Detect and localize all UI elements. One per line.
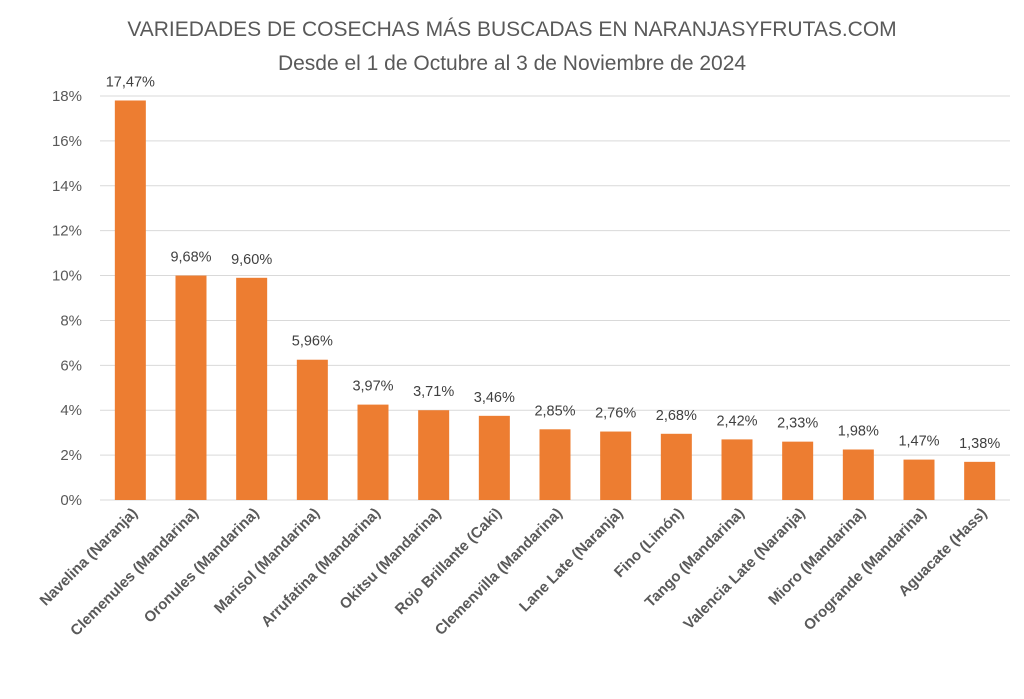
- data-label: 3,97%: [352, 379, 393, 395]
- data-label: 2,33%: [777, 416, 818, 432]
- y-tick-label: 6%: [60, 357, 82, 374]
- x-tick-label: Oronules (Mandarina): [141, 505, 263, 627]
- bar: [357, 404, 389, 500]
- data-label: 1,98%: [838, 424, 879, 440]
- chart-title: VARIEDADES DE COSECHAS MÁS BUSCADAS EN N…: [127, 18, 896, 41]
- x-tick-label: Orogrande (Mandarina): [801, 505, 930, 634]
- x-tick-label: Marisol (Mandarina): [211, 505, 323, 617]
- data-label: 2,85%: [534, 403, 575, 419]
- bar: [721, 439, 753, 500]
- bar: [600, 431, 632, 500]
- data-label: 9,68%: [170, 250, 211, 266]
- bar: [478, 415, 510, 500]
- y-tick-label: 4%: [60, 402, 82, 419]
- x-tick-label: Valencia Late (Naranja): [680, 505, 808, 633]
- bar: [175, 275, 207, 500]
- x-tick-label: Okitsu (Mandarina): [336, 505, 444, 613]
- bar: [296, 359, 328, 500]
- y-tick-label: 8%: [60, 312, 82, 329]
- y-tick-label: 0%: [60, 492, 82, 509]
- x-tick-label: Rojo Brillante (Caki): [392, 505, 505, 618]
- x-tick-label: Tango (Mandarina): [642, 505, 748, 611]
- y-tick-label: 18%: [52, 88, 82, 105]
- x-tick-label: Navelina (Naranja): [37, 505, 142, 610]
- x-tick-label: Clemenules (Mandarina): [67, 505, 202, 640]
- data-label: 1,38%: [959, 436, 1000, 452]
- y-tick-label: 16%: [52, 133, 82, 150]
- bar: [903, 459, 935, 500]
- data-label: 1,47%: [898, 434, 939, 450]
- bar: [660, 433, 692, 500]
- x-tick-label: Arrufatina (Mandarina): [258, 505, 384, 631]
- chart-subtitle: Desde el 1 de Octubre al 3 de Noviembre …: [278, 52, 746, 75]
- bar: [539, 429, 571, 500]
- data-label: 3,71%: [413, 384, 454, 400]
- data-label: 17,47%: [106, 74, 155, 90]
- bar: [236, 277, 268, 500]
- bar: [782, 441, 814, 500]
- x-tick-label: Lane Late (Naranja): [516, 505, 626, 615]
- data-labels: 17,47% 9,68% 9,60% 5,96% 3,97% 3,71% 3,46% 2,85…: [106, 74, 1001, 451]
- data-label: 9,60%: [231, 252, 272, 268]
- data-label: 5,96%: [292, 334, 333, 350]
- data-label: 2,42%: [716, 413, 757, 429]
- data-label: 3,46%: [474, 390, 515, 406]
- data-label: 2,68%: [656, 408, 697, 424]
- y-tick-label: 14%: [52, 178, 82, 195]
- x-axis-labels: Navelina (Naranja)Clemenules (Mandarina)…: [37, 505, 991, 640]
- bar: [418, 410, 450, 500]
- y-tick-label: 12%: [52, 223, 82, 240]
- bar: [114, 100, 146, 500]
- bar: [964, 461, 996, 500]
- y-tick-label: 10%: [52, 268, 82, 285]
- y-axis-ticks: 0% 2% 4% 6% 8% 10% 12% 14% 16% 18%: [52, 88, 82, 509]
- x-tick-label: Clemenvilla (Mandarina): [432, 505, 566, 639]
- bar: [842, 449, 874, 500]
- y-tick-label: 2%: [60, 447, 82, 464]
- data-label: 2,76%: [595, 406, 636, 422]
- bars: [114, 100, 996, 500]
